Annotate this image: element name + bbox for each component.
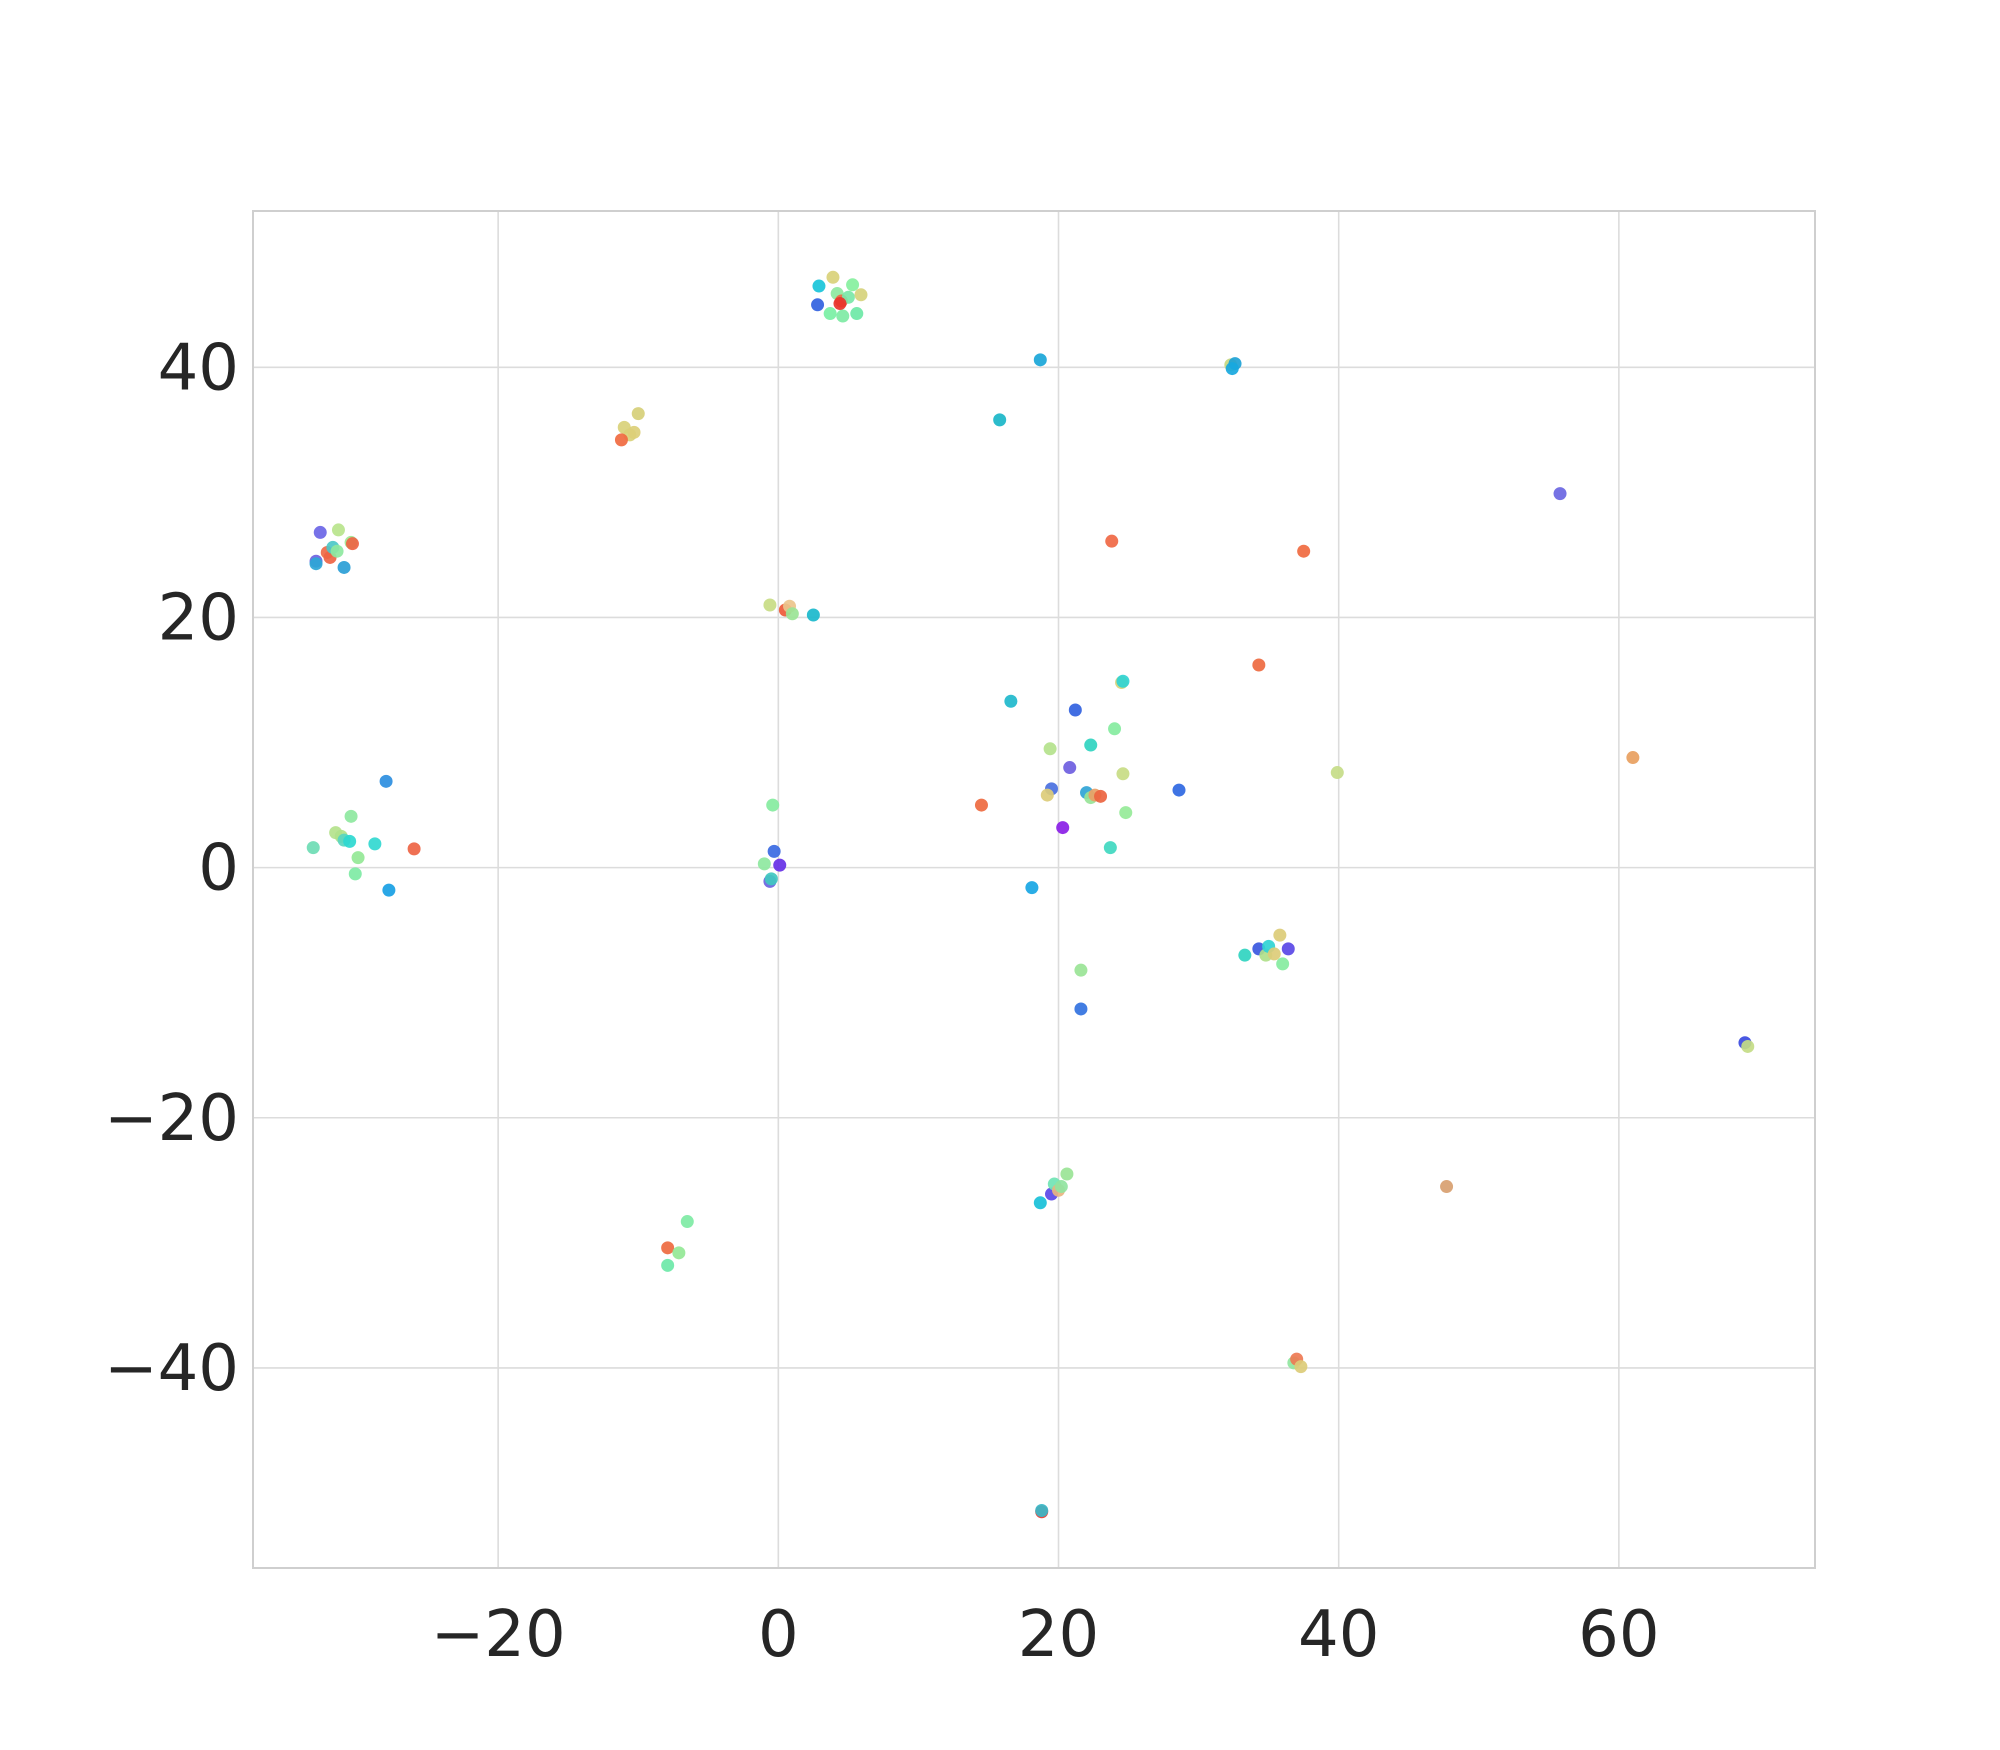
- data-point: [1294, 1360, 1308, 1374]
- data-point: [345, 537, 359, 551]
- data-point: [1040, 788, 1054, 802]
- data-point: [351, 851, 365, 865]
- data-point: [1238, 948, 1252, 962]
- data-point: [661, 1258, 675, 1272]
- data-point: [1035, 1503, 1049, 1517]
- y-tick-label: −40: [104, 1332, 239, 1406]
- data-point: [1273, 928, 1287, 942]
- data-point: [1068, 703, 1082, 717]
- y-tick-label: 40: [158, 331, 239, 405]
- data-point: [833, 297, 847, 311]
- data-point: [1074, 963, 1088, 977]
- data-point: [680, 1215, 694, 1229]
- y-tick-label: 20: [158, 581, 239, 655]
- data-point: [407, 842, 421, 856]
- data-point: [836, 309, 850, 323]
- data-point: [757, 857, 771, 871]
- data-point: [763, 598, 777, 612]
- data-point: [1025, 881, 1039, 895]
- data-point: [1440, 1180, 1454, 1194]
- data-point: [806, 608, 820, 622]
- data-point: [1063, 761, 1077, 775]
- data-point: [1267, 947, 1281, 961]
- data-point: [309, 557, 323, 571]
- data-point: [1119, 806, 1133, 820]
- data-point: [1033, 1196, 1047, 1210]
- data-point: [1084, 738, 1098, 752]
- data-point: [344, 809, 358, 823]
- y-axis-ticks: −40 −20 0 20 40: [104, 331, 239, 1406]
- data-point: [1297, 544, 1311, 558]
- data-point: [614, 433, 628, 447]
- data-point: [1330, 766, 1344, 780]
- x-tick-label: 0: [758, 1598, 799, 1672]
- data-point: [1741, 1039, 1755, 1053]
- data-point: [337, 560, 351, 574]
- data-point: [343, 834, 357, 848]
- data-point: [812, 279, 826, 293]
- data-point: [826, 270, 840, 284]
- data-point: [1105, 534, 1119, 548]
- data-point: [1043, 742, 1057, 756]
- data-point: [1172, 783, 1186, 797]
- data-point: [313, 525, 327, 539]
- data-point: [850, 307, 864, 321]
- data-point: [854, 288, 868, 302]
- data-point: [631, 407, 645, 421]
- data-point: [764, 872, 778, 886]
- data-point: [1108, 722, 1122, 736]
- data-point: [1033, 353, 1047, 367]
- data-point: [811, 298, 825, 312]
- data-point: [672, 1246, 686, 1260]
- data-point: [368, 837, 382, 851]
- x-tick-label: −20: [431, 1598, 566, 1672]
- data-point: [766, 798, 780, 812]
- data-point: [1116, 674, 1130, 688]
- data-point: [330, 544, 344, 558]
- plot-frame: [252, 210, 1816, 1569]
- data-point: [1281, 942, 1295, 956]
- data-point: [1004, 694, 1018, 708]
- data-points: [306, 270, 1755, 1519]
- data-point: [846, 278, 860, 292]
- data-point: [306, 841, 320, 855]
- data-point: [993, 413, 1007, 427]
- data-point: [348, 867, 362, 881]
- data-point: [1276, 957, 1290, 971]
- grid-lines: [253, 211, 1815, 1568]
- data-point: [767, 844, 781, 858]
- y-tick-label: 0: [198, 832, 239, 906]
- data-point: [627, 425, 641, 439]
- data-point: [1054, 1180, 1068, 1194]
- data-point: [1094, 789, 1108, 803]
- data-point: [1116, 767, 1130, 781]
- data-point: [1252, 658, 1266, 672]
- data-point: [1626, 751, 1640, 765]
- data-point: [379, 774, 393, 788]
- data-point: [974, 798, 988, 812]
- data-point: [661, 1241, 675, 1255]
- data-point: [1553, 487, 1567, 501]
- x-axis-ticks: −20 0 20 40 60: [431, 1598, 1660, 1672]
- data-point: [1060, 1167, 1074, 1181]
- data-point: [331, 523, 345, 537]
- data-point: [773, 858, 787, 872]
- x-tick-label: 60: [1578, 1598, 1659, 1672]
- data-point: [1056, 821, 1070, 835]
- data-point: [1103, 841, 1117, 855]
- x-tick-label: 40: [1298, 1598, 1379, 1672]
- data-point: [785, 607, 799, 621]
- data-point: [1225, 362, 1239, 376]
- y-tick-label: −20: [104, 1082, 239, 1156]
- data-point: [1074, 1002, 1088, 1016]
- x-tick-label: 20: [1018, 1598, 1099, 1672]
- data-point: [382, 883, 396, 897]
- data-point: [823, 307, 837, 321]
